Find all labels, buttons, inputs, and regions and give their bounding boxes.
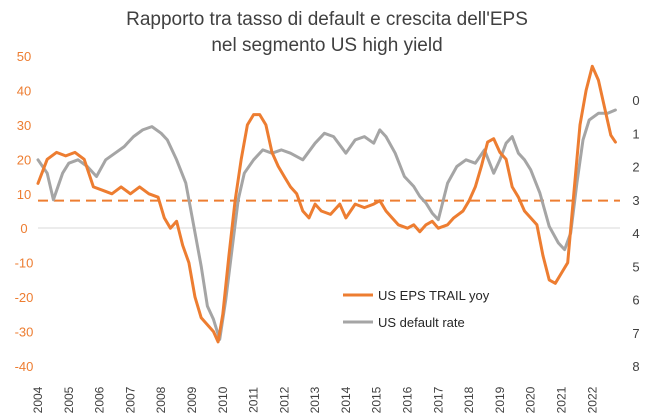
x-tick-label: 2005 xyxy=(62,386,76,413)
y-right-tick-label: 3 xyxy=(632,193,639,208)
x-tick-label: 2022 xyxy=(585,386,599,413)
y-right-tick-label: 0 xyxy=(632,93,639,108)
series-line-eps xyxy=(36,64,617,344)
x-tick-label: 2009 xyxy=(185,386,199,413)
chart-title-line-2: nel segmento US high yield xyxy=(211,35,442,56)
x-tick-label: 2004 xyxy=(31,386,45,413)
x-tick-label: 2007 xyxy=(123,386,137,413)
y-left-tick-label: 0 xyxy=(20,221,27,236)
chart-title-line-1: Rapporto tra tasso di default e crescita… xyxy=(126,9,528,30)
y-right-tick-label: 8 xyxy=(632,359,639,374)
y-left-tick-label: 30 xyxy=(17,118,31,133)
x-tick-label: 2008 xyxy=(154,386,168,413)
series-line-default-rate xyxy=(36,108,617,341)
x-tick-label: 2010 xyxy=(216,386,230,413)
y-left-tick-label: -10 xyxy=(15,256,34,271)
y-right-tick-label: 1 xyxy=(632,126,639,141)
x-tick-label: 2012 xyxy=(277,386,291,413)
y-left-tick-label: -20 xyxy=(15,290,34,305)
y-left-tick-label: 20 xyxy=(17,152,31,167)
legend: US EPS TRAIL yoy US default rate xyxy=(343,288,490,330)
series-layer xyxy=(36,64,617,344)
x-axis-ticks: 2004 2005 2006 2007 2008 2009 2010 2011 2012 2013… xyxy=(31,386,599,413)
y-right-tick-label: 7 xyxy=(632,326,639,341)
legend-label-default: US default rate xyxy=(378,315,465,330)
y-axis-left-ticks: 50 40 30 20 10 0 -10 -20 -30 -40 xyxy=(15,49,34,374)
y-left-tick-label: 10 xyxy=(17,187,31,202)
x-tick-label: 2021 xyxy=(554,386,568,413)
x-tick-label: 2018 xyxy=(462,386,476,413)
legend-label-eps: US EPS TRAIL yoy xyxy=(378,288,490,303)
y-right-tick-label: 5 xyxy=(632,259,639,274)
x-tick-label: 2011 xyxy=(247,387,261,413)
x-tick-label: 2015 xyxy=(370,386,384,413)
x-tick-label: 2014 xyxy=(339,386,353,413)
x-tick-label: 2017 xyxy=(431,386,445,413)
y-right-tick-label: 2 xyxy=(632,160,639,175)
x-tick-label: 2020 xyxy=(524,386,538,413)
y-axis-right-ticks: 0 1 2 3 4 5 6 7 8 xyxy=(632,93,639,374)
x-tick-label: 2019 xyxy=(493,386,507,413)
y-left-tick-label: 50 xyxy=(17,49,31,64)
y-right-tick-label: 6 xyxy=(632,293,639,308)
x-tick-label: 2006 xyxy=(93,386,107,413)
x-tick-label: 2013 xyxy=(308,386,322,413)
y-right-tick-label: 4 xyxy=(632,226,639,241)
x-tick-label: 2016 xyxy=(401,386,415,413)
y-left-tick-label: 40 xyxy=(17,83,31,98)
y-left-tick-label: -40 xyxy=(15,359,34,374)
y-left-tick-label: -30 xyxy=(15,325,34,340)
